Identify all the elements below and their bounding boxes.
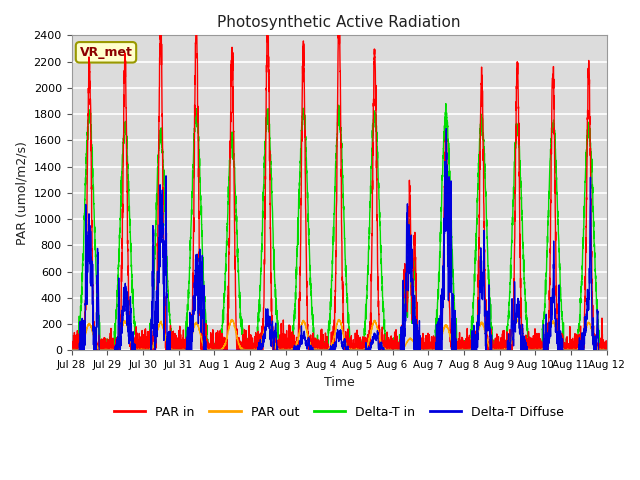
X-axis label: Time: Time — [324, 376, 355, 389]
Y-axis label: PAR (umol/m2/s): PAR (umol/m2/s) — [15, 141, 28, 245]
Title: Photosynthetic Active Radiation: Photosynthetic Active Radiation — [218, 15, 461, 30]
Legend: PAR in, PAR out, Delta-T in, Delta-T Diffuse: PAR in, PAR out, Delta-T in, Delta-T Dif… — [109, 401, 570, 424]
Text: VR_met: VR_met — [79, 46, 132, 59]
